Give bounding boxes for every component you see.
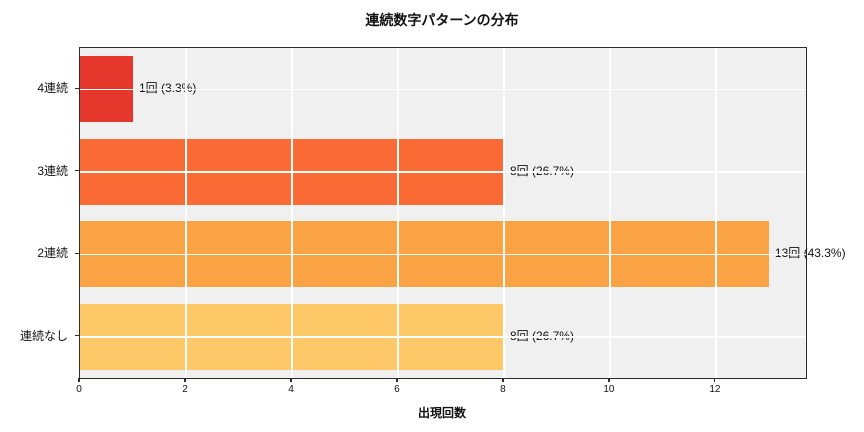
x-tick-mark-4 [290, 378, 292, 382]
x-tick-mark-2 [184, 378, 186, 382]
x-tick-label-0: 0 [76, 384, 82, 395]
value-label-連続なし: 8回 (26.7%) [509, 328, 574, 343]
x-tick-mark-0 [78, 378, 80, 382]
gridline-x-2 [185, 48, 187, 378]
y-tick-label-2連続: 2連続 [37, 246, 68, 261]
x-tick-label-12: 12 [709, 384, 721, 395]
x-tick-label-10: 10 [603, 384, 615, 395]
x-tick-label-2: 2 [182, 384, 188, 395]
y-tick-label-3連続: 3連続 [37, 163, 68, 178]
gridline-x-10 [609, 48, 611, 378]
y-tick-mark-4連続 [74, 87, 79, 89]
x-tick-mark-8 [502, 378, 504, 382]
x-tick-mark-12 [714, 378, 716, 382]
gridline-x-4 [291, 48, 293, 378]
value-label-4連続: 1回 (3.3%) [138, 81, 197, 96]
x-tick-mark-6 [396, 378, 398, 382]
x-axis-label: 出現回数 [417, 406, 466, 420]
gridline-x-6 [397, 48, 399, 378]
x-tick-mark-10 [608, 378, 610, 382]
gridline-y-3連続 [80, 171, 806, 173]
value-label-2連続: 13回 (43.3%) [774, 246, 846, 261]
chart-title: 連続数字パターンの分布 [365, 12, 519, 28]
y-tick-label-4連続: 4連続 [37, 81, 68, 96]
gridline-y-2連続 [80, 253, 806, 255]
x-tick-label-6: 6 [394, 384, 400, 395]
y-tick-mark-2連続 [74, 252, 79, 254]
plot-area [79, 47, 807, 379]
y-tick-mark-3連続 [74, 170, 79, 172]
gridline-x-12 [715, 48, 717, 378]
value-label-3連続: 8回 (26.7%) [509, 163, 574, 178]
gridline-x-8 [503, 48, 505, 378]
x-tick-label-4: 4 [288, 384, 294, 395]
gridline-y-4連続 [80, 88, 806, 90]
y-tick-mark-連続なし [74, 335, 79, 337]
gridline-y-連続なし [80, 336, 806, 338]
x-tick-label-8: 8 [500, 384, 506, 395]
y-tick-label-連続なし: 連続なし [19, 328, 68, 343]
